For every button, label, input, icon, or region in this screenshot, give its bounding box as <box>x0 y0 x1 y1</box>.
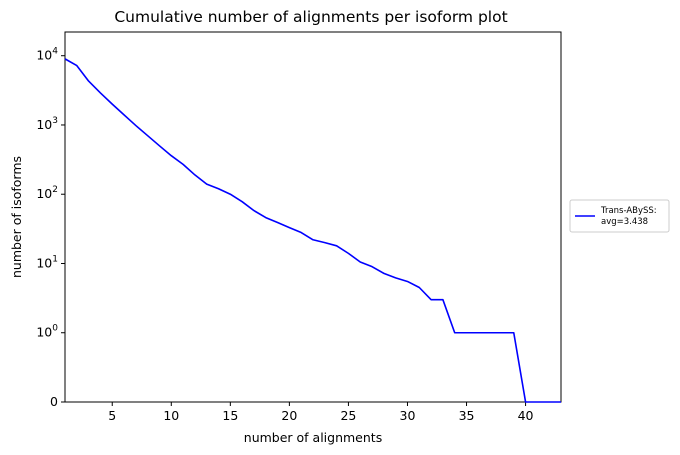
y-tick-label: 103 <box>36 116 58 132</box>
x-tick-label: 20 <box>281 408 297 423</box>
x-tick-label: 5 <box>108 408 116 423</box>
x-tick-label: 35 <box>459 408 475 423</box>
y-axis-label: number of isoforms <box>9 156 24 278</box>
x-tick-label: 40 <box>518 408 534 423</box>
x-axis-label: number of alignments <box>244 430 382 445</box>
legend-label-line1: Trans-ABySS: <box>600 206 657 216</box>
series-line-trans-abyss <box>64 58 561 403</box>
y-tick-label: 100 <box>36 324 58 340</box>
x-tick-label: 25 <box>340 408 356 423</box>
plot-frame <box>64 31 562 403</box>
legend-label-line2: avg=3.438 <box>601 217 648 227</box>
x-tick-label: 30 <box>400 408 416 423</box>
y-tick-label: 101 <box>36 254 58 270</box>
legend-box <box>569 199 670 233</box>
tick-group: 5 10 15 20 25 30 35 40 0 100 101 102 103 104 <box>36 47 533 423</box>
legend: Trans-ABySS: avg=3.438 <box>569 199 670 233</box>
y-tick-label: 102 <box>36 185 58 201</box>
x-tick-label: 10 <box>163 408 179 423</box>
x-tick-label: 15 <box>222 408 238 423</box>
chart-title: Cumulative number of alignments per isof… <box>114 8 507 26</box>
y-tick-label: 0 <box>50 394 58 409</box>
y-tick-label: 104 <box>36 47 58 63</box>
